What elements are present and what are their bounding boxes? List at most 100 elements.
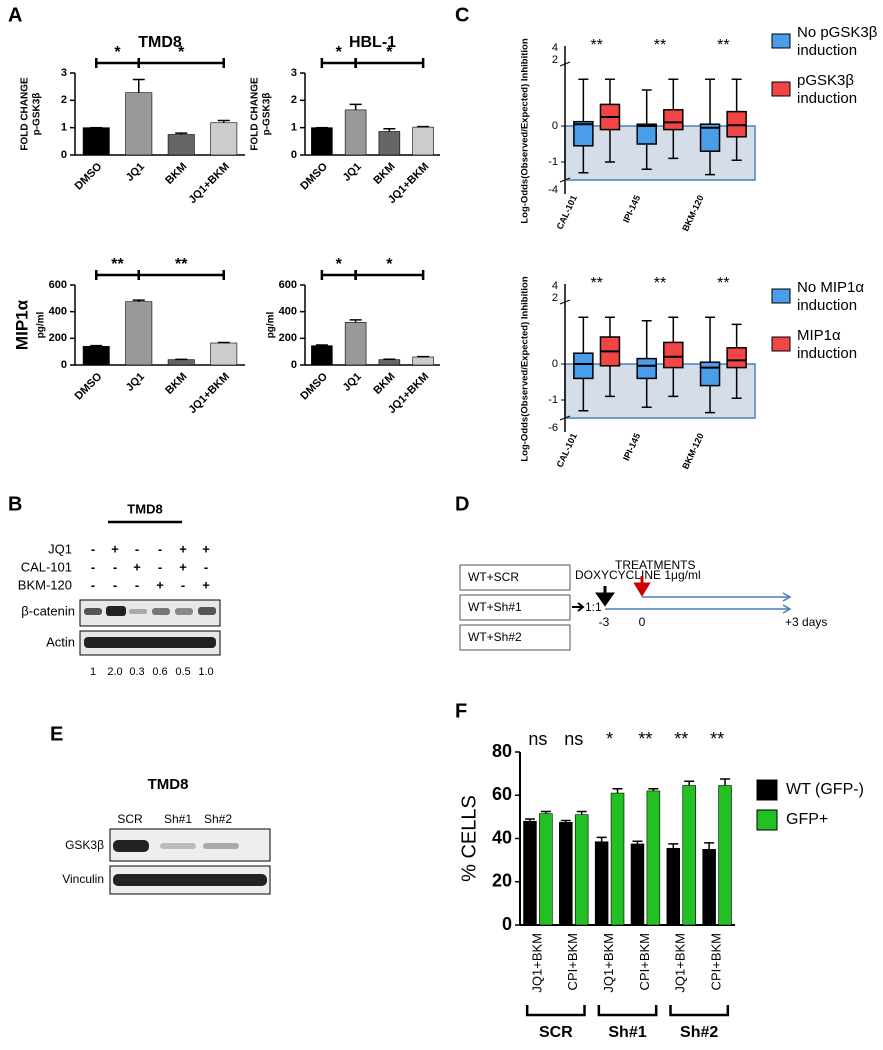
x-tick-label: CPI+BKM: [565, 933, 580, 990]
timepoint: 0: [639, 615, 646, 629]
whisker: [641, 378, 652, 408]
quantification: 0.6: [152, 666, 167, 678]
group-label: SCR: [539, 1024, 573, 1041]
group-box: [459, 594, 571, 621]
y-tick-label: 0: [291, 359, 297, 371]
axis-break: [559, 299, 571, 421]
chart-title: TMD8: [138, 34, 182, 51]
error-bar: [668, 843, 679, 849]
sign: -: [158, 541, 162, 556]
whisker: [641, 144, 652, 170]
x-tick-label: CAL-101: [554, 432, 578, 469]
lane-label: Sh#1: [164, 812, 192, 826]
y-axis-label: % CELLS: [458, 795, 480, 882]
y-tick-label: 0: [552, 120, 558, 132]
y-tick-label: 2: [291, 94, 297, 106]
band-label: β-catenin: [21, 603, 75, 618]
bar: [412, 126, 434, 156]
whisker: [705, 78, 716, 125]
error-bar: [524, 818, 535, 822]
x-tick-label: CPI+BKM: [709, 933, 724, 990]
panel-label: F: [455, 700, 467, 722]
error-bar: [217, 341, 230, 344]
blot-title: TMD8: [127, 501, 162, 516]
y-tick-label: 400: [49, 306, 67, 318]
axis-break: [559, 61, 571, 183]
box: [636, 123, 657, 145]
whisker: [668, 367, 679, 398]
box: [699, 361, 721, 387]
legend-swatch: [771, 81, 791, 97]
error-bar: [632, 840, 643, 844]
bar: [630, 843, 645, 926]
legend-entry: MIP1α induction: [797, 327, 858, 362]
x-tick-label: BKM-120: [680, 194, 705, 233]
legend-label: MIP1α induction: [797, 327, 858, 362]
treatment-arrow: [633, 576, 651, 597]
dox-label: DOXYCYCLINE 1μg/ml: [575, 568, 701, 582]
bar: [646, 790, 661, 926]
timeline: [642, 592, 792, 602]
whisker: [668, 316, 679, 343]
sign: -: [204, 559, 208, 574]
box: [636, 357, 657, 380]
legend-swatch: [771, 336, 791, 352]
chart-title: HBL-1: [349, 34, 396, 51]
y-axis-label: FOLD CHANGE: [250, 77, 261, 151]
significance-label: *: [336, 44, 343, 61]
whisker: [731, 323, 742, 348]
sign: -: [135, 541, 139, 556]
quantification: 0.5: [175, 666, 190, 678]
bar: [718, 785, 732, 926]
significance-label: *: [606, 729, 613, 749]
significance-label: **: [590, 275, 602, 292]
whisker: [731, 367, 742, 399]
significance-label: **: [590, 37, 602, 54]
lane-label: Sh#2: [204, 812, 232, 826]
y-tick-label: 200: [49, 332, 67, 344]
whisker: [604, 129, 615, 163]
x-tick-label: CPI+BKM: [637, 933, 652, 990]
significance-label: *: [178, 44, 185, 61]
bar: [82, 346, 110, 366]
dox-arrow: [595, 586, 615, 607]
y-tick-label: -1: [548, 394, 558, 406]
error-bar: [315, 344, 328, 346]
y-tick-label: 3: [291, 67, 297, 79]
sign: -: [91, 541, 95, 556]
box: [726, 347, 747, 369]
error-bar: [704, 842, 715, 850]
whisker: [578, 78, 589, 122]
bar: [125, 92, 153, 156]
error-bar: [560, 819, 571, 823]
whisker: [604, 365, 615, 398]
y-tick-label: 60: [492, 784, 512, 804]
sign: -: [181, 577, 185, 592]
x-tick-label: DMSO: [73, 160, 105, 192]
y-tick-label: 600: [279, 279, 297, 291]
y-tick-label: 2: [61, 94, 67, 106]
timepoint: -3: [599, 615, 610, 629]
y-tick-label: 0: [552, 358, 558, 370]
x-tick-label: BKM: [163, 371, 189, 397]
error-bar: [596, 836, 607, 842]
x-tick-label: JQ1+BKM: [529, 933, 544, 993]
significance-bracket: [137, 58, 225, 68]
significance-label: **: [654, 275, 666, 292]
bar: [610, 792, 625, 926]
x-tick-label: CAL-101: [554, 194, 578, 231]
band-label: Vinculin: [62, 872, 104, 886]
significance-label: *: [336, 256, 343, 273]
bar: [412, 356, 434, 366]
significance-label: **: [654, 37, 666, 54]
panel-label: D: [455, 493, 469, 515]
whisker: [705, 316, 716, 363]
legend-label: WT (GFP-): [786, 781, 864, 798]
sign: +: [133, 559, 141, 574]
whisker: [731, 136, 742, 161]
y-tick-label: 2: [552, 292, 558, 304]
legend-label: GFP+: [786, 811, 828, 828]
x-tick-label: JQ1: [341, 371, 364, 394]
whisker: [641, 89, 652, 125]
